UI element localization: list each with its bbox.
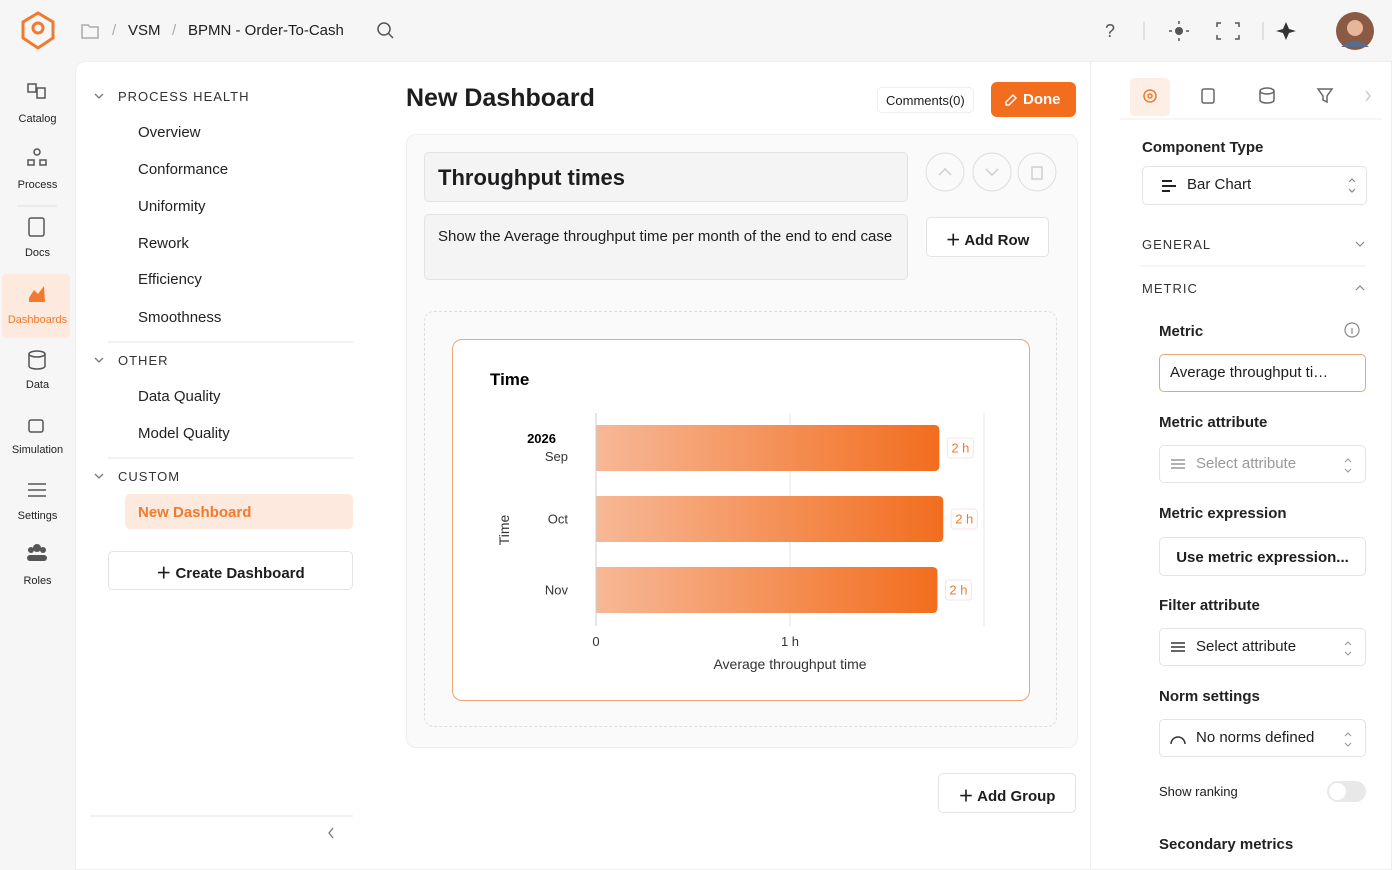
comments-button[interactable]: Comments(0) — [877, 87, 974, 113]
field-label: Filter attribute — [1159, 597, 1260, 614]
chart-title: Time — [490, 370, 529, 389]
nav-active-bg — [2, 274, 70, 338]
page-title: New Dashboard — [406, 84, 595, 112]
value-label: 2 h — [949, 583, 967, 598]
done-button[interactable]: Done — [991, 82, 1076, 117]
ranking-toggle[interactable] — [1327, 781, 1366, 802]
avatar[interactable] — [1335, 11, 1375, 51]
value-label-bg — [944, 579, 972, 601]
sidebar-item[interactable]: Data Quality — [138, 388, 221, 405]
chart: Time Average throughput time Time 2026 0… — [490, 370, 985, 672]
add-row-button[interactable]: ＋ Add Row — [926, 217, 1049, 257]
button-label: Create Dashboard — [175, 565, 305, 582]
sidebar-item[interactable]: New Dashboard — [138, 504, 252, 521]
nav-icons — [17, 83, 57, 561]
field-label: Show ranking — [1159, 784, 1238, 799]
nav-item[interactable]: Simulation — [11, 444, 64, 456]
sidebar-item[interactable]: Model Quality — [138, 425, 230, 442]
value-label-bg — [950, 508, 978, 530]
button-label: Add Row — [964, 232, 1030, 249]
panel-tabs[interactable] — [1120, 76, 1382, 120]
y-tick-label: Oct — [548, 512, 569, 527]
bar — [596, 425, 940, 471]
folder-icon[interactable] — [80, 22, 100, 40]
edit-icon — [1005, 94, 1017, 106]
active-item-bg — [125, 494, 353, 529]
sidebar-item[interactable]: Conformance — [138, 161, 229, 178]
sidebar-item[interactable]: Rework — [138, 235, 189, 252]
svg-text:?: ? — [1105, 21, 1115, 41]
y-tick-label: Nov — [545, 583, 569, 598]
separator: / — [112, 22, 117, 39]
field-label: Metric expression — [1159, 505, 1287, 522]
field-label: Norm settings — [1159, 688, 1260, 705]
nav-item[interactable]: Catalog — [18, 113, 57, 125]
nav-item[interactable]: Roles — [23, 575, 52, 587]
nav-item[interactable]: Docs — [24, 247, 51, 259]
x-tick-label: 1 h — [781, 634, 799, 649]
value-label-bg — [946, 437, 974, 459]
field-label: Metric — [1159, 323, 1204, 340]
field-label: Component Type — [1142, 139, 1264, 156]
sidebar-item[interactable]: Overview — [138, 124, 201, 141]
norm-select[interactable]: No norms defined — [1159, 719, 1366, 757]
field-label: Metric attribute — [1159, 414, 1268, 431]
bar — [596, 567, 938, 613]
dropzone — [424, 311, 1057, 727]
metric-expression-button[interactable]: Use metric expression... — [1159, 537, 1366, 576]
panel-decor — [1140, 178, 1366, 338]
sidebar-decor — [90, 93, 353, 839]
nav-item[interactable]: Settings — [17, 510, 58, 522]
button-label: Add Group — [977, 788, 1056, 805]
section-title[interactable]: OTHER — [118, 353, 169, 368]
metric-select[interactable]: Average throughput ti… — [1159, 354, 1366, 392]
breadcrumb[interactable]: VSM — [128, 22, 161, 39]
select-icons — [1170, 458, 1352, 747]
section-title[interactable]: GENERAL — [1142, 237, 1212, 252]
component-type-select[interactable]: Bar Chart — [1142, 166, 1367, 205]
widget-description-input[interactable]: Show the Average throughput time per mon… — [424, 214, 908, 280]
panel-divider — [1090, 62, 1091, 870]
value-label: 2 h — [951, 441, 969, 456]
section-title[interactable]: PROCESS HEALTH — [118, 89, 250, 104]
create-dashboard-button[interactable]: ＋ Create Dashboard — [108, 551, 353, 590]
add-group-button[interactable]: ＋ Add Group — [938, 773, 1076, 813]
widget-title-input[interactable]: Throughput times — [424, 152, 908, 202]
widget-controls[interactable] — [925, 152, 1060, 192]
sidebar-item[interactable]: Smoothness — [138, 309, 222, 326]
metric-attribute-select[interactable]: Select attribute — [1159, 445, 1366, 483]
nav-item[interactable]: Data — [25, 379, 50, 391]
logo[interactable] — [18, 10, 58, 52]
value-label: 2 h — [955, 512, 973, 527]
sidebar-item[interactable]: Efficiency — [138, 271, 202, 288]
y-axis-label: Time — [496, 514, 512, 545]
breadcrumb[interactable]: BPMN - Order-To-Cash — [188, 22, 344, 39]
toolbar-icons[interactable]: ? — [1100, 18, 1300, 44]
y-tick-label: Sep — [545, 449, 568, 464]
field-label: Secondary metrics — [1159, 836, 1294, 853]
x-tick-label: 0 — [592, 634, 599, 649]
search-icon[interactable] — [376, 21, 396, 41]
x-axis-label: Average throughput time — [713, 656, 866, 672]
section-title[interactable]: METRIC — [1142, 281, 1198, 296]
bar — [596, 496, 944, 542]
nav-item[interactable]: Dashboards — [7, 314, 68, 326]
section-title[interactable]: CUSTOM — [118, 469, 181, 484]
category-group-label: 2026 — [527, 431, 556, 446]
filter-attribute-select[interactable]: Select attribute — [1159, 628, 1366, 666]
sidebar-item[interactable]: Uniformity — [138, 198, 206, 215]
separator: / — [172, 22, 177, 39]
nav-item[interactable]: Process — [17, 179, 58, 191]
toggle-knob — [1329, 783, 1346, 800]
